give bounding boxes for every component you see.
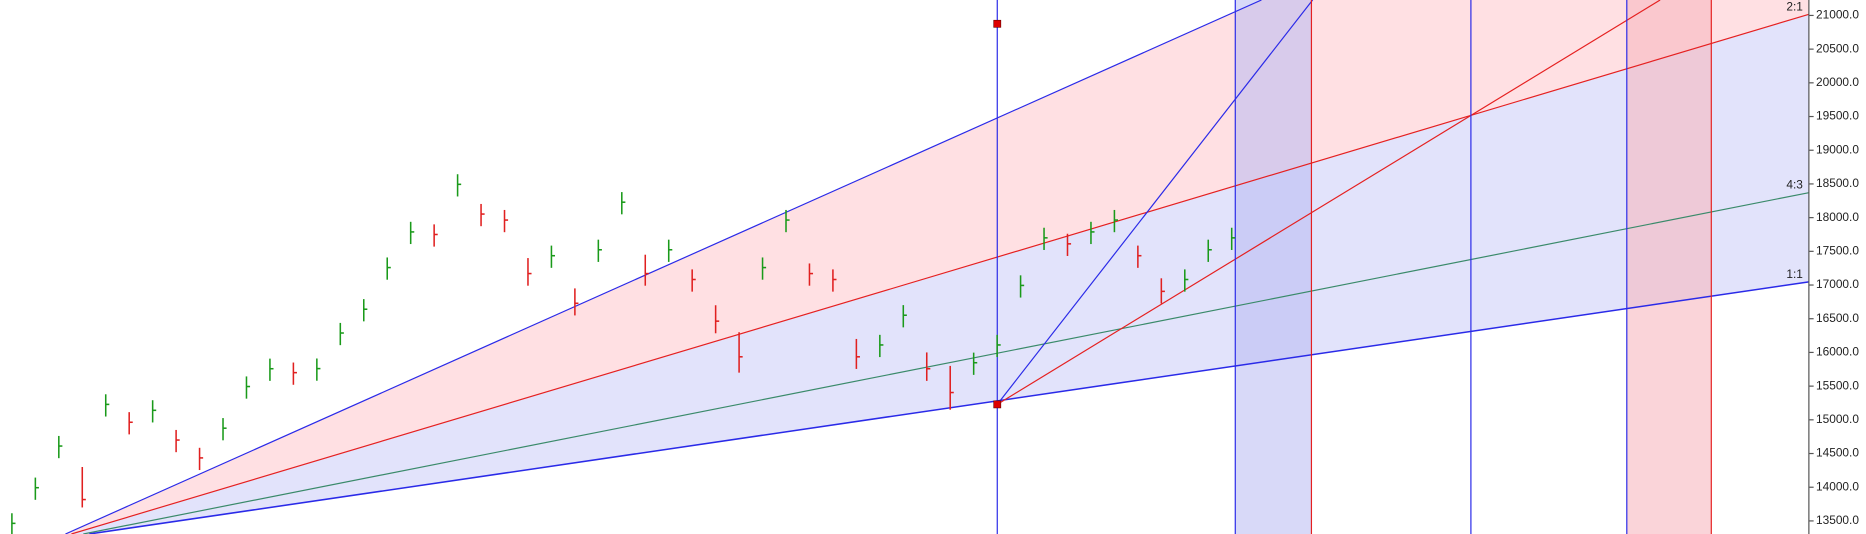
fan-line <box>89 281 1809 534</box>
y-tick-label: 20000.0 <box>1816 75 1859 89</box>
fan-label: 4:3 <box>1786 178 1803 192</box>
handle[interactable] <box>993 19 1002 28</box>
fan-line <box>71 13 1810 534</box>
time-zone-red <box>1626 0 1712 534</box>
fan-zone-upper <box>65 0 1809 534</box>
y-tick-label: 18500.0 <box>1816 176 1859 190</box>
y-tick-label: 19000.0 <box>1816 142 1859 156</box>
fan-layout <box>65 0 1810 534</box>
fan-line <box>83 192 1809 534</box>
y-tick-label: 15000.0 <box>1816 412 1859 426</box>
fan-line <box>65 0 1262 534</box>
fan-label: 1:1 <box>1786 267 1803 281</box>
y-tick-label: 17500.0 <box>1816 243 1859 257</box>
y-tick-label: 18000.0 <box>1816 210 1859 224</box>
fan-label: 2:1 <box>1786 0 1803 13</box>
y-tick-label: 14500.0 <box>1816 446 1859 460</box>
handle[interactable] <box>993 400 1002 409</box>
y-tick-label: 17000.0 <box>1816 277 1859 291</box>
y-tick-label: 21000.0 <box>1816 8 1859 22</box>
y-tick-label: 16500.0 <box>1816 311 1859 325</box>
y-tick-label: 13500.0 <box>1816 513 1859 527</box>
y-tick-label: 15500.0 <box>1816 378 1859 392</box>
time-zone-blue <box>1235 0 1312 534</box>
y-tick-label: 14000.0 <box>1816 479 1859 493</box>
fan-line <box>996 0 1314 405</box>
y-tick-label: 20500.0 <box>1816 41 1859 55</box>
y-tick-label: 19500.0 <box>1816 109 1859 123</box>
y-tick-label: 16000.0 <box>1816 345 1859 359</box>
fan-line <box>996 0 1661 405</box>
